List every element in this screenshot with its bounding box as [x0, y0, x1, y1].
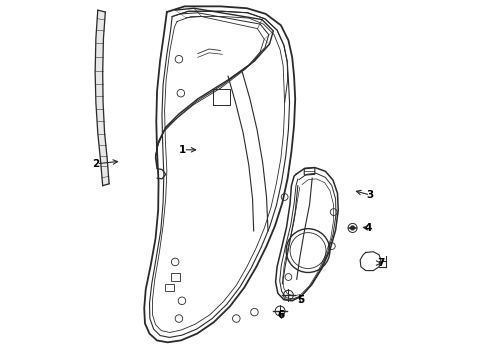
Text: 7: 7	[377, 258, 385, 268]
Text: 2: 2	[93, 159, 99, 169]
Text: 3: 3	[366, 190, 373, 200]
Polygon shape	[95, 10, 109, 186]
Text: 4: 4	[365, 223, 372, 233]
Text: 1: 1	[179, 145, 187, 155]
Circle shape	[351, 226, 354, 230]
Text: 5: 5	[297, 295, 304, 305]
Text: 6: 6	[277, 310, 285, 320]
